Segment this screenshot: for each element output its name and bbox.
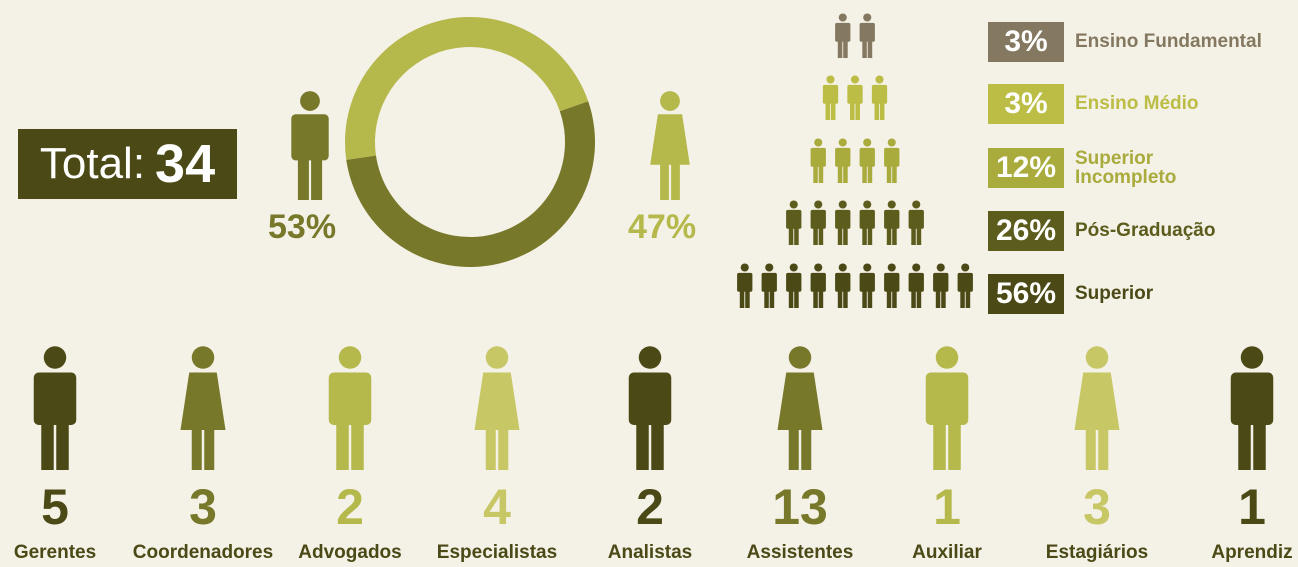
legend-label: Ensino Fundamental bbox=[1075, 32, 1262, 51]
role-count: 1 bbox=[1177, 478, 1298, 536]
role-count: 3 bbox=[1022, 478, 1172, 536]
pyramid-icon bbox=[835, 138, 850, 183]
role-icon bbox=[778, 346, 823, 470]
pyramid-icon bbox=[860, 138, 875, 183]
total-value: 34 bbox=[155, 133, 215, 195]
role-name: Coordenadores bbox=[128, 542, 278, 564]
role-icon bbox=[34, 346, 77, 470]
pyramid-icon bbox=[786, 263, 801, 308]
legend-label: Ensino Médio bbox=[1075, 94, 1199, 113]
pyramid-icon bbox=[884, 138, 899, 183]
pyramid-icon bbox=[958, 263, 973, 308]
pyramid-icon bbox=[860, 13, 875, 58]
legend-box: 3% bbox=[988, 22, 1064, 62]
gender-icon bbox=[291, 91, 328, 200]
legend-box: 12% bbox=[988, 148, 1064, 188]
pyramid-icon bbox=[811, 138, 826, 183]
role-icon bbox=[1075, 346, 1120, 470]
pyramid-icon bbox=[884, 263, 899, 308]
legend-box: 26% bbox=[988, 211, 1064, 251]
pyramid-icon bbox=[737, 263, 752, 308]
role-count: 2 bbox=[275, 478, 425, 536]
role-name: Aprendiz bbox=[1177, 542, 1298, 564]
legend-box: 3% bbox=[988, 84, 1064, 124]
pyramid-icon bbox=[933, 263, 948, 308]
pyramid-icon bbox=[835, 13, 850, 58]
pyramid-icon bbox=[823, 75, 838, 120]
pyramid-icon bbox=[860, 200, 875, 245]
role-count: 5 bbox=[0, 478, 130, 536]
pyramid-icon bbox=[835, 263, 850, 308]
role-name: Especialistas bbox=[422, 542, 572, 564]
role-name: Analistas bbox=[575, 542, 725, 564]
role-icon bbox=[926, 346, 969, 470]
legend-label: Pós-Graduação bbox=[1075, 221, 1215, 240]
role-count: 13 bbox=[725, 478, 875, 536]
role-count: 1 bbox=[872, 478, 1022, 536]
gender-percent: 47% bbox=[628, 208, 696, 247]
role-icon bbox=[1231, 346, 1274, 470]
role-name: Gerentes bbox=[0, 542, 130, 564]
role-icon bbox=[629, 346, 672, 470]
pyramid-icon bbox=[811, 200, 826, 245]
pyramid-icon bbox=[786, 200, 801, 245]
pyramid-icon bbox=[835, 200, 850, 245]
role-count: 3 bbox=[128, 478, 278, 536]
role-name: Assistentes bbox=[725, 542, 875, 564]
gender-percent: 53% bbox=[268, 208, 336, 247]
total-label: Total: bbox=[40, 139, 145, 189]
pyramid-icon bbox=[909, 200, 924, 245]
total-box: Total: 34 bbox=[18, 129, 237, 199]
role-count: 4 bbox=[422, 478, 572, 536]
role-name: Advogados bbox=[275, 542, 425, 564]
role-icon bbox=[329, 346, 372, 470]
pyramid-icon bbox=[762, 263, 777, 308]
pyramid-icon bbox=[847, 75, 862, 120]
legend-box: 56% bbox=[988, 274, 1064, 314]
legend-label: Superior Incompleto bbox=[1075, 149, 1176, 187]
legend-label: Superior bbox=[1075, 284, 1153, 303]
pyramid-icon bbox=[872, 75, 887, 120]
role-icon bbox=[181, 346, 226, 470]
role-icon bbox=[475, 346, 520, 470]
pyramid-icon bbox=[811, 263, 826, 308]
donut-segment bbox=[346, 101, 595, 267]
role-name: Estagiários bbox=[1022, 542, 1172, 564]
pyramid-icon bbox=[860, 263, 875, 308]
pyramid-icon bbox=[884, 200, 899, 245]
donut-segment bbox=[345, 17, 588, 160]
pyramid-icon bbox=[909, 263, 924, 308]
infographic: Total: 34 53%47%3%Ensino Fundamental3%En… bbox=[0, 0, 1298, 567]
role-name: Auxiliar bbox=[872, 542, 1022, 564]
role-count: 2 bbox=[575, 478, 725, 536]
gender-icon bbox=[650, 91, 690, 200]
